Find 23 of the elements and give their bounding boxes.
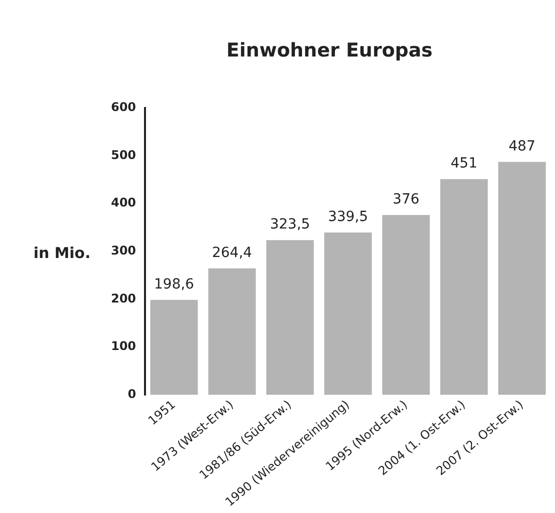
bar <box>266 240 314 395</box>
y-tick-label: 100 <box>110 339 136 354</box>
chart-title: Einwohner Europas <box>226 39 433 62</box>
y-tick-label: 300 <box>110 243 136 258</box>
data-label: 264,4 <box>212 245 252 262</box>
y-axis-title: in Mio. <box>33 244 91 262</box>
data-label: 198,6 <box>154 276 194 293</box>
data-label: 487 <box>508 138 536 155</box>
y-tick-label: 500 <box>110 148 136 162</box>
bar <box>440 179 488 395</box>
bar <box>208 268 256 395</box>
y-tick-label: 200 <box>110 291 136 306</box>
data-label: 376 <box>392 192 420 208</box>
bar <box>498 162 546 395</box>
data-label: 451 <box>450 156 478 172</box>
data-label: 339,5 <box>328 209 368 226</box>
y-tick-label: 0 <box>128 387 136 402</box>
y-tick-label: 400 <box>110 196 136 210</box>
y-tick-label: 600 <box>110 100 136 114</box>
bar <box>324 232 372 395</box>
data-label: 323,5 <box>270 216 310 233</box>
bar <box>382 214 430 395</box>
bar <box>150 300 198 395</box>
